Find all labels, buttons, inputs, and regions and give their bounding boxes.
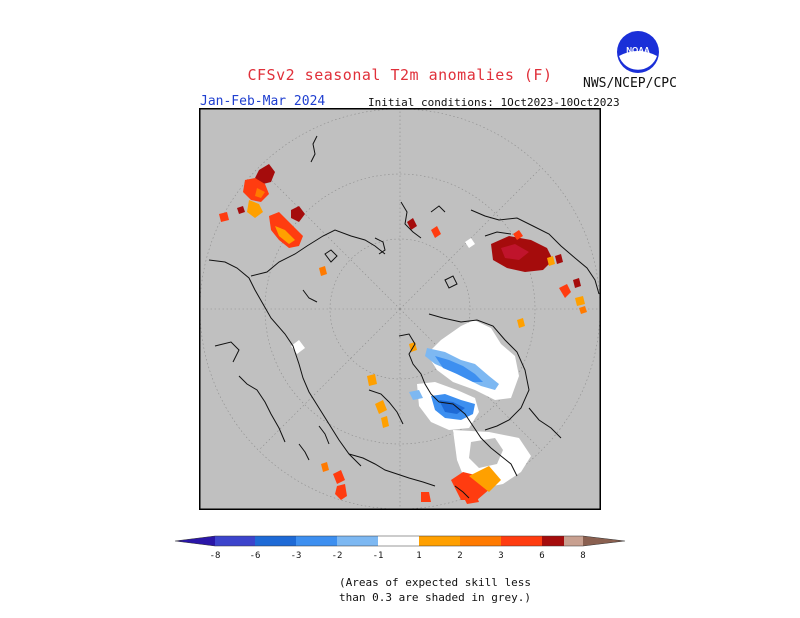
colorbar-segment — [419, 536, 460, 546]
warm-anomalies — [219, 164, 587, 504]
colorbar-segment — [564, 536, 583, 546]
forecast-period: Jan-Feb-Mar 2024 — [200, 94, 326, 109]
noaa-logo: NOAA — [617, 31, 659, 73]
page-title: CFSv2 seasonal T2m anomalies (F) — [247, 66, 553, 84]
colorbar-segment — [501, 536, 542, 546]
colorbar-tick-label: -8 — [210, 551, 221, 561]
colorbar-tick-label: -1 — [373, 551, 384, 561]
colorbar-segment — [215, 536, 255, 546]
colorbar-tick-label: -2 — [332, 551, 343, 561]
colorbar-arrow-high — [583, 536, 625, 546]
anomaly-map — [199, 108, 601, 510]
colorbar-segment — [296, 536, 337, 546]
noaa-logo-text: NOAA — [626, 46, 650, 55]
colorbar-segment — [378, 536, 419, 546]
footnote-line-2: than 0.3 are shaded in grey.) — [338, 591, 532, 604]
agency-label: NWS/NCEP/CPC — [583, 76, 677, 91]
colorbar-tick-label: 6 — [539, 551, 544, 561]
colorbar-tick-label: 3 — [498, 551, 503, 561]
colorbar-outline — [174, 535, 626, 547]
colorbar-tick-label: 1 — [416, 551, 421, 561]
color-legend: -8 -6 -3 -2 -1 1 2 3 6 8 — [174, 535, 626, 561]
colorbar-segment — [460, 536, 501, 546]
footnote-line-1: (Areas of expected skill less — [338, 576, 532, 589]
colorbar-arrow-low — [175, 536, 215, 546]
colorbar-tick-label: 8 — [580, 551, 585, 561]
skill-footnote: (Areas of expected skill less than 0.3 a… — [330, 575, 540, 605]
colorbar-segment — [542, 536, 583, 546]
map-frame — [199, 108, 601, 510]
coastlines — [208, 135, 600, 499]
colorbar-tick-label: -3 — [291, 551, 302, 561]
colorbar-segment — [337, 536, 378, 546]
colorbar-segment — [255, 536, 296, 546]
low-skill-patch — [469, 438, 503, 468]
colorbar-tick-label: -6 — [250, 551, 261, 561]
initial-conditions: Initial conditions: 1Oct2023-10Oct2023 — [368, 96, 620, 109]
colorbar-tick-label: 2 — [457, 551, 462, 561]
